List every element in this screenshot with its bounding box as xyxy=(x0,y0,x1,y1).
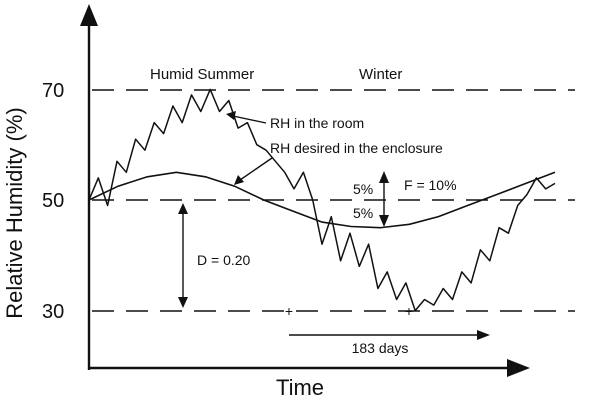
x-axis-arrowhead xyxy=(507,359,530,377)
callout-room-arrowhead xyxy=(226,111,236,120)
fluctuation-total-label: F = 10% xyxy=(404,177,457,193)
season-label-winter: Winter xyxy=(359,66,402,83)
x-axis-label: Time xyxy=(276,375,324,400)
fluctuation-up-label: 5% xyxy=(353,181,373,197)
amplitude-arrowhead-top xyxy=(178,203,188,214)
ytick-label-70: 70 xyxy=(42,80,64,102)
period-arrowhead xyxy=(477,330,490,340)
ytick-label-50: 50 xyxy=(42,190,64,212)
period-end-marker: + xyxy=(405,303,413,319)
fluctuation-down-label: 5% xyxy=(353,205,373,221)
fluctuation-arrowhead-bottom xyxy=(379,215,389,227)
y-axis-label: Relative Humidity (%) xyxy=(2,107,27,319)
series-label-desired: RH desired in the enclosure xyxy=(270,140,443,156)
ytick-label-30: 30 xyxy=(42,301,64,323)
fluctuation-arrowhead-top xyxy=(379,171,389,183)
period-label: 183 days xyxy=(352,340,409,356)
callout-desired-arrow xyxy=(239,157,273,181)
series-rh-room-line xyxy=(88,88,556,312)
callout-desired-arrowhead xyxy=(234,175,244,185)
season-label-summer: Humid Summer xyxy=(150,66,254,83)
amplitude-arrowhead-bottom xyxy=(178,297,188,308)
amplitude-label: D = 0.20 xyxy=(197,252,251,268)
series-rh-desired-line xyxy=(88,171,556,229)
period-start-marker: + xyxy=(285,303,293,319)
callout-room-arrow xyxy=(232,115,267,124)
y-axis-arrowhead xyxy=(80,4,98,26)
series-label-room: RH in the room xyxy=(270,115,364,131)
